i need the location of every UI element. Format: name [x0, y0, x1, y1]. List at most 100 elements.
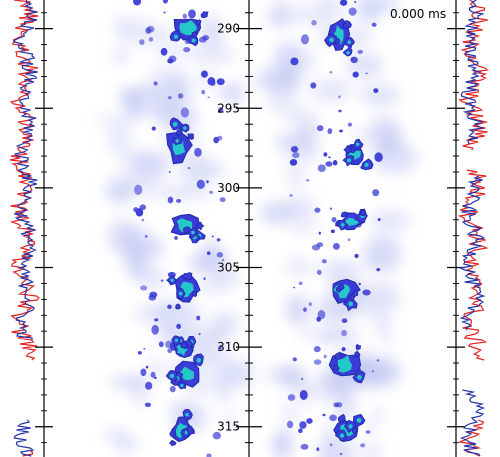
- blob-fragment: [175, 303, 181, 310]
- speckle: [182, 13, 187, 19]
- speckle: [298, 428, 303, 434]
- speckle: [306, 179, 310, 182]
- speckle: [289, 158, 298, 166]
- speckle: [196, 179, 205, 190]
- speckle: [187, 166, 191, 170]
- speckle: [300, 377, 304, 380]
- speckle: [339, 0, 348, 6]
- haze-patch: [138, 267, 167, 291]
- speckle: [329, 414, 337, 422]
- speckle: [338, 109, 342, 113]
- right-column-blobs: [286, 0, 383, 456]
- left-image-column: [91, 0, 255, 457]
- speckle: [207, 77, 216, 86]
- speckle: [300, 443, 309, 450]
- speckle: [221, 258, 225, 262]
- speckle: [134, 184, 143, 195]
- speckle: [141, 218, 145, 222]
- speckle: [371, 370, 374, 373]
- haze-patch: [91, 114, 140, 126]
- haze-patch: [371, 142, 418, 174]
- speckle: [219, 197, 226, 203]
- speckle: [372, 189, 380, 197]
- haze-patch: [350, 128, 368, 143]
- haze-patch: [117, 147, 154, 167]
- speckle: [218, 346, 222, 350]
- speckle: [328, 156, 331, 159]
- speckle: [154, 376, 157, 380]
- speckle: [329, 443, 333, 447]
- speckle: [144, 402, 152, 408]
- right-image-column: [254, 0, 418, 457]
- speckle: [211, 235, 214, 238]
- speckle: [303, 307, 307, 312]
- speckle: [316, 125, 324, 132]
- blob-fragment-core: [339, 433, 345, 438]
- haze-patch: [107, 119, 130, 155]
- blob-fragment: [342, 20, 352, 29]
- speckle: [289, 193, 293, 197]
- haze-patch: [282, 7, 327, 23]
- speckle: [306, 418, 313, 424]
- speckle: [357, 49, 364, 54]
- speckle: [153, 81, 158, 86]
- blob-fragment: [186, 425, 194, 435]
- blob-fragment-core: [346, 51, 350, 55]
- haze-patch: [282, 363, 301, 394]
- haze-patch: [336, 387, 355, 422]
- speckle: [333, 402, 339, 408]
- speckle: [206, 251, 211, 256]
- haze-patch: [283, 404, 298, 422]
- haze-patch: [379, 317, 392, 345]
- speckle: [332, 160, 338, 166]
- blob-fragment-core: [185, 412, 189, 417]
- haze-patch: [359, 85, 401, 106]
- speckle: [206, 453, 212, 457]
- speckle: [339, 129, 343, 133]
- speckle: [216, 78, 225, 86]
- speckle: [140, 285, 148, 291]
- speckle: [292, 357, 297, 362]
- haze-patch: [151, 109, 169, 123]
- blob-fragment-core: [174, 338, 179, 342]
- speckle: [216, 252, 224, 258]
- speckle: [148, 37, 154, 42]
- haze-patch: [208, 311, 240, 338]
- haze-patch: [147, 355, 161, 380]
- haze-patch: [260, 200, 297, 225]
- speckle: [144, 235, 148, 238]
- speckle: [316, 269, 322, 275]
- haze-patch: [152, 44, 200, 57]
- speckle: [174, 236, 178, 240]
- speckle: [217, 107, 224, 114]
- haze-patch: [359, 359, 403, 388]
- haze-patch: [285, 292, 311, 326]
- speckle: [209, 190, 214, 194]
- speckle: [206, 180, 209, 184]
- haze-patch: [127, 98, 146, 120]
- blob-fragment: [182, 226, 191, 234]
- axis-tick-label-310: 310: [217, 340, 240, 354]
- blob-fragment: [340, 211, 348, 218]
- left-column-blobs: [132, 0, 226, 457]
- speckle: [212, 431, 221, 440]
- speckle: [135, 208, 144, 217]
- haze-patch: [166, 71, 192, 106]
- haze-patch: [147, 186, 192, 198]
- speckle: [151, 324, 159, 335]
- blob-fragment: [182, 272, 193, 281]
- speckle: [163, 11, 166, 14]
- haze-patch: [363, 235, 402, 269]
- blob-fragment: [187, 133, 195, 140]
- right-blue-trace: [458, 0, 486, 457]
- speckle: [323, 354, 327, 359]
- speckle: [149, 291, 158, 298]
- blob-fragment-core: [329, 37, 334, 43]
- blob-fragment-core: [196, 357, 202, 363]
- speckle: [354, 253, 359, 259]
- speckle: [167, 348, 173, 354]
- speckle: [339, 452, 343, 456]
- speckle: [286, 420, 294, 429]
- speckle: [362, 289, 371, 296]
